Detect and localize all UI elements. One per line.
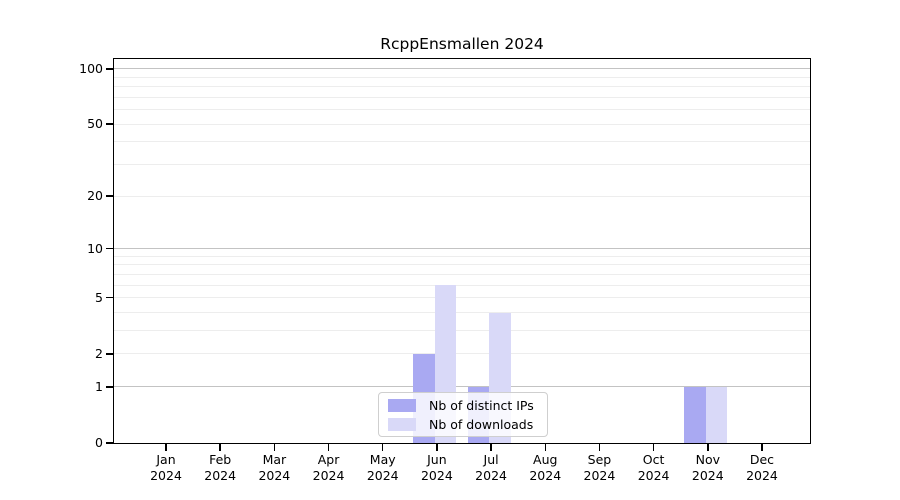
bar-downloads-nov <box>705 386 728 443</box>
y-tick-label-5: 5 <box>95 289 103 305</box>
year-label: 2024 <box>312 467 345 483</box>
month-label: Feb <box>209 452 232 467</box>
y-tick-2 <box>106 353 113 355</box>
legend-swatch-downloads <box>388 417 416 431</box>
x-tick-label-nov: Nov 2024 <box>673 452 743 483</box>
month-label: Jul <box>483 452 499 467</box>
y-tick-label-50: 50 <box>87 116 103 132</box>
x-tick-apr <box>327 444 330 451</box>
y-tick-5 <box>106 296 113 299</box>
major-gridline-10 <box>114 248 810 250</box>
month-label: Nov <box>695 452 720 467</box>
x-tick-label-jan: Jan 2024 <box>131 452 201 483</box>
year-label: 2024 <box>583 467 616 483</box>
bar-distinct-ips-nov <box>684 386 706 443</box>
legend: Nb of distinct IPs Nb of downloads <box>378 392 548 437</box>
minor-gridline-80 <box>114 86 810 88</box>
y-tick-label-0: 0 <box>95 435 103 450</box>
x-tick-aug <box>544 444 546 451</box>
month-label: May <box>369 452 396 467</box>
legend-item-distinct-ips: Nb of distinct IPs <box>379 397 547 413</box>
year-label: 2024 <box>150 467 182 483</box>
x-tick-label-dec: Dec 2024 <box>727 452 797 483</box>
year-label: 2024 <box>637 467 670 483</box>
month-label: Dec <box>749 452 775 467</box>
month-label: Mar <box>262 452 287 467</box>
x-tick-label-aug: Aug 2024 <box>510 452 580 483</box>
y-tick-label-2: 2 <box>95 345 103 361</box>
x-tick-oct <box>652 444 655 451</box>
minor-gridline-3 <box>114 330 810 332</box>
x-tick-label-may: May 2024 <box>348 452 418 483</box>
x-tick-sep <box>598 444 601 451</box>
major-gridline-1 <box>114 386 810 388</box>
minor-gridline-8 <box>114 264 810 266</box>
minor-gridline-30 <box>114 164 810 166</box>
x-tick-may <box>381 444 384 451</box>
y-tick-10 <box>106 247 113 250</box>
major-gridline-100 <box>114 68 810 70</box>
year-label: 2024 <box>204 467 237 483</box>
minor-gridline-40 <box>114 141 810 143</box>
minor-gridline-7 <box>114 273 810 275</box>
minor-gridline-60 <box>114 109 810 111</box>
x-tick-label-apr: Apr 2024 <box>294 452 364 483</box>
year-label: 2024 <box>746 467 778 483</box>
x-tick-jul <box>490 444 492 451</box>
y-tick-label-10: 10 <box>87 240 103 256</box>
x-tick-jun <box>436 444 438 451</box>
x-tick-dec <box>761 444 763 451</box>
minor-gridline-6 <box>114 284 810 286</box>
y-tick-label-100: 100 <box>79 60 103 76</box>
x-tick-label-oct: Oct 2024 <box>619 452 689 483</box>
minor-gridline-20 <box>114 195 810 197</box>
month-label: Apr <box>317 452 340 467</box>
year-label: 2024 <box>475 467 507 483</box>
y-tick-100 <box>106 68 113 70</box>
month-label: Jun <box>427 452 447 467</box>
minor-gridline-50 <box>114 123 810 125</box>
year-label: 2024 <box>420 467 453 483</box>
x-tick-label-mar: Mar 2024 <box>239 452 309 483</box>
x-tick-jan <box>165 444 167 451</box>
legend-label-downloads: Nb of downloads <box>429 416 534 432</box>
month-label: Jan <box>156 452 176 467</box>
legend-label-distinct-ips: Nb of distinct IPs <box>429 397 534 413</box>
minor-gridline-5 <box>114 297 810 299</box>
legend-swatch-distinct-ips <box>388 398 416 412</box>
y-tick-label-20: 20 <box>87 188 103 204</box>
y-tick-label-1: 1 <box>95 378 103 394</box>
y-tick-1 <box>106 386 113 388</box>
month-label: Oct <box>642 452 665 467</box>
x-tick-label-jun: Jun 2024 <box>402 452 472 483</box>
x-tick-label-jul: Jul 2024 <box>456 452 526 483</box>
x-tick-feb <box>219 444 221 451</box>
month-label: Sep <box>587 452 612 467</box>
year-label: 2024 <box>529 467 562 483</box>
x-tick-mar <box>273 444 276 451</box>
chart-title: RcppEnsmallen 2024 <box>380 35 544 53</box>
x-tick-label-feb: Feb 2024 <box>185 452 255 483</box>
year-label: 2024 <box>691 467 724 483</box>
minor-gridline-4 <box>114 312 810 313</box>
month-label: Aug <box>533 452 558 467</box>
year-label: 2024 <box>366 467 399 483</box>
x-tick-nov <box>707 444 709 451</box>
minor-gridline-70 <box>114 96 810 98</box>
y-tick-20 <box>106 195 113 197</box>
legend-item-downloads: Nb of downloads <box>379 416 547 432</box>
minor-gridline-9 <box>114 255 810 257</box>
year-label: 2024 <box>258 467 291 483</box>
minor-gridline-2 <box>114 353 810 355</box>
minor-gridline-90 <box>114 76 810 78</box>
y-tick-0 <box>106 442 113 444</box>
y-tick-50 <box>106 123 113 125</box>
x-tick-label-sep: Sep 2024 <box>564 452 634 483</box>
